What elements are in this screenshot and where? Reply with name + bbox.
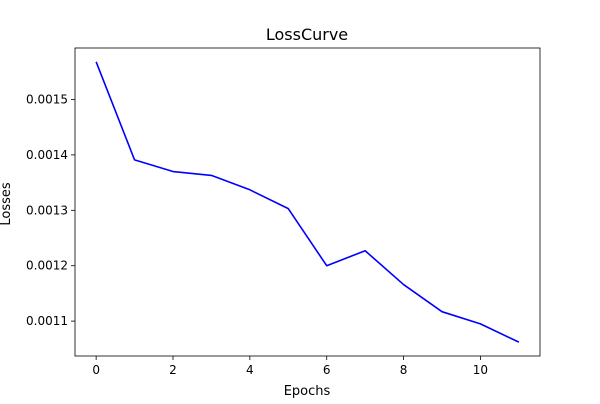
series-line-0: [95, 61, 520, 343]
x-axis-label: Epochs: [284, 384, 331, 399]
y-tick-label: 0.0011: [26, 314, 68, 328]
chart-title: LossCurve: [266, 25, 348, 44]
x-tick-label: 4: [246, 363, 254, 377]
y-tick-label: 0.0012: [26, 259, 68, 273]
plot-area: 0 2 4 6 8 10 0.0011 0.0012 0.0013 0.0014 0.0015: [26, 47, 541, 377]
x-tick-label: 10: [473, 363, 488, 377]
y-axis-label: Losses: [0, 182, 14, 226]
x-tick-label: 2: [169, 363, 177, 377]
x-tick-label: 6: [323, 363, 331, 377]
y-tick-label: 0.0015: [26, 93, 68, 107]
axes-frame: [74, 47, 541, 357]
x-tick-label: 0: [92, 363, 100, 377]
y-tick-label: 0.0014: [26, 148, 68, 162]
y-tick-label: 0.0013: [26, 203, 68, 217]
x-tick-label: 8: [400, 363, 408, 377]
